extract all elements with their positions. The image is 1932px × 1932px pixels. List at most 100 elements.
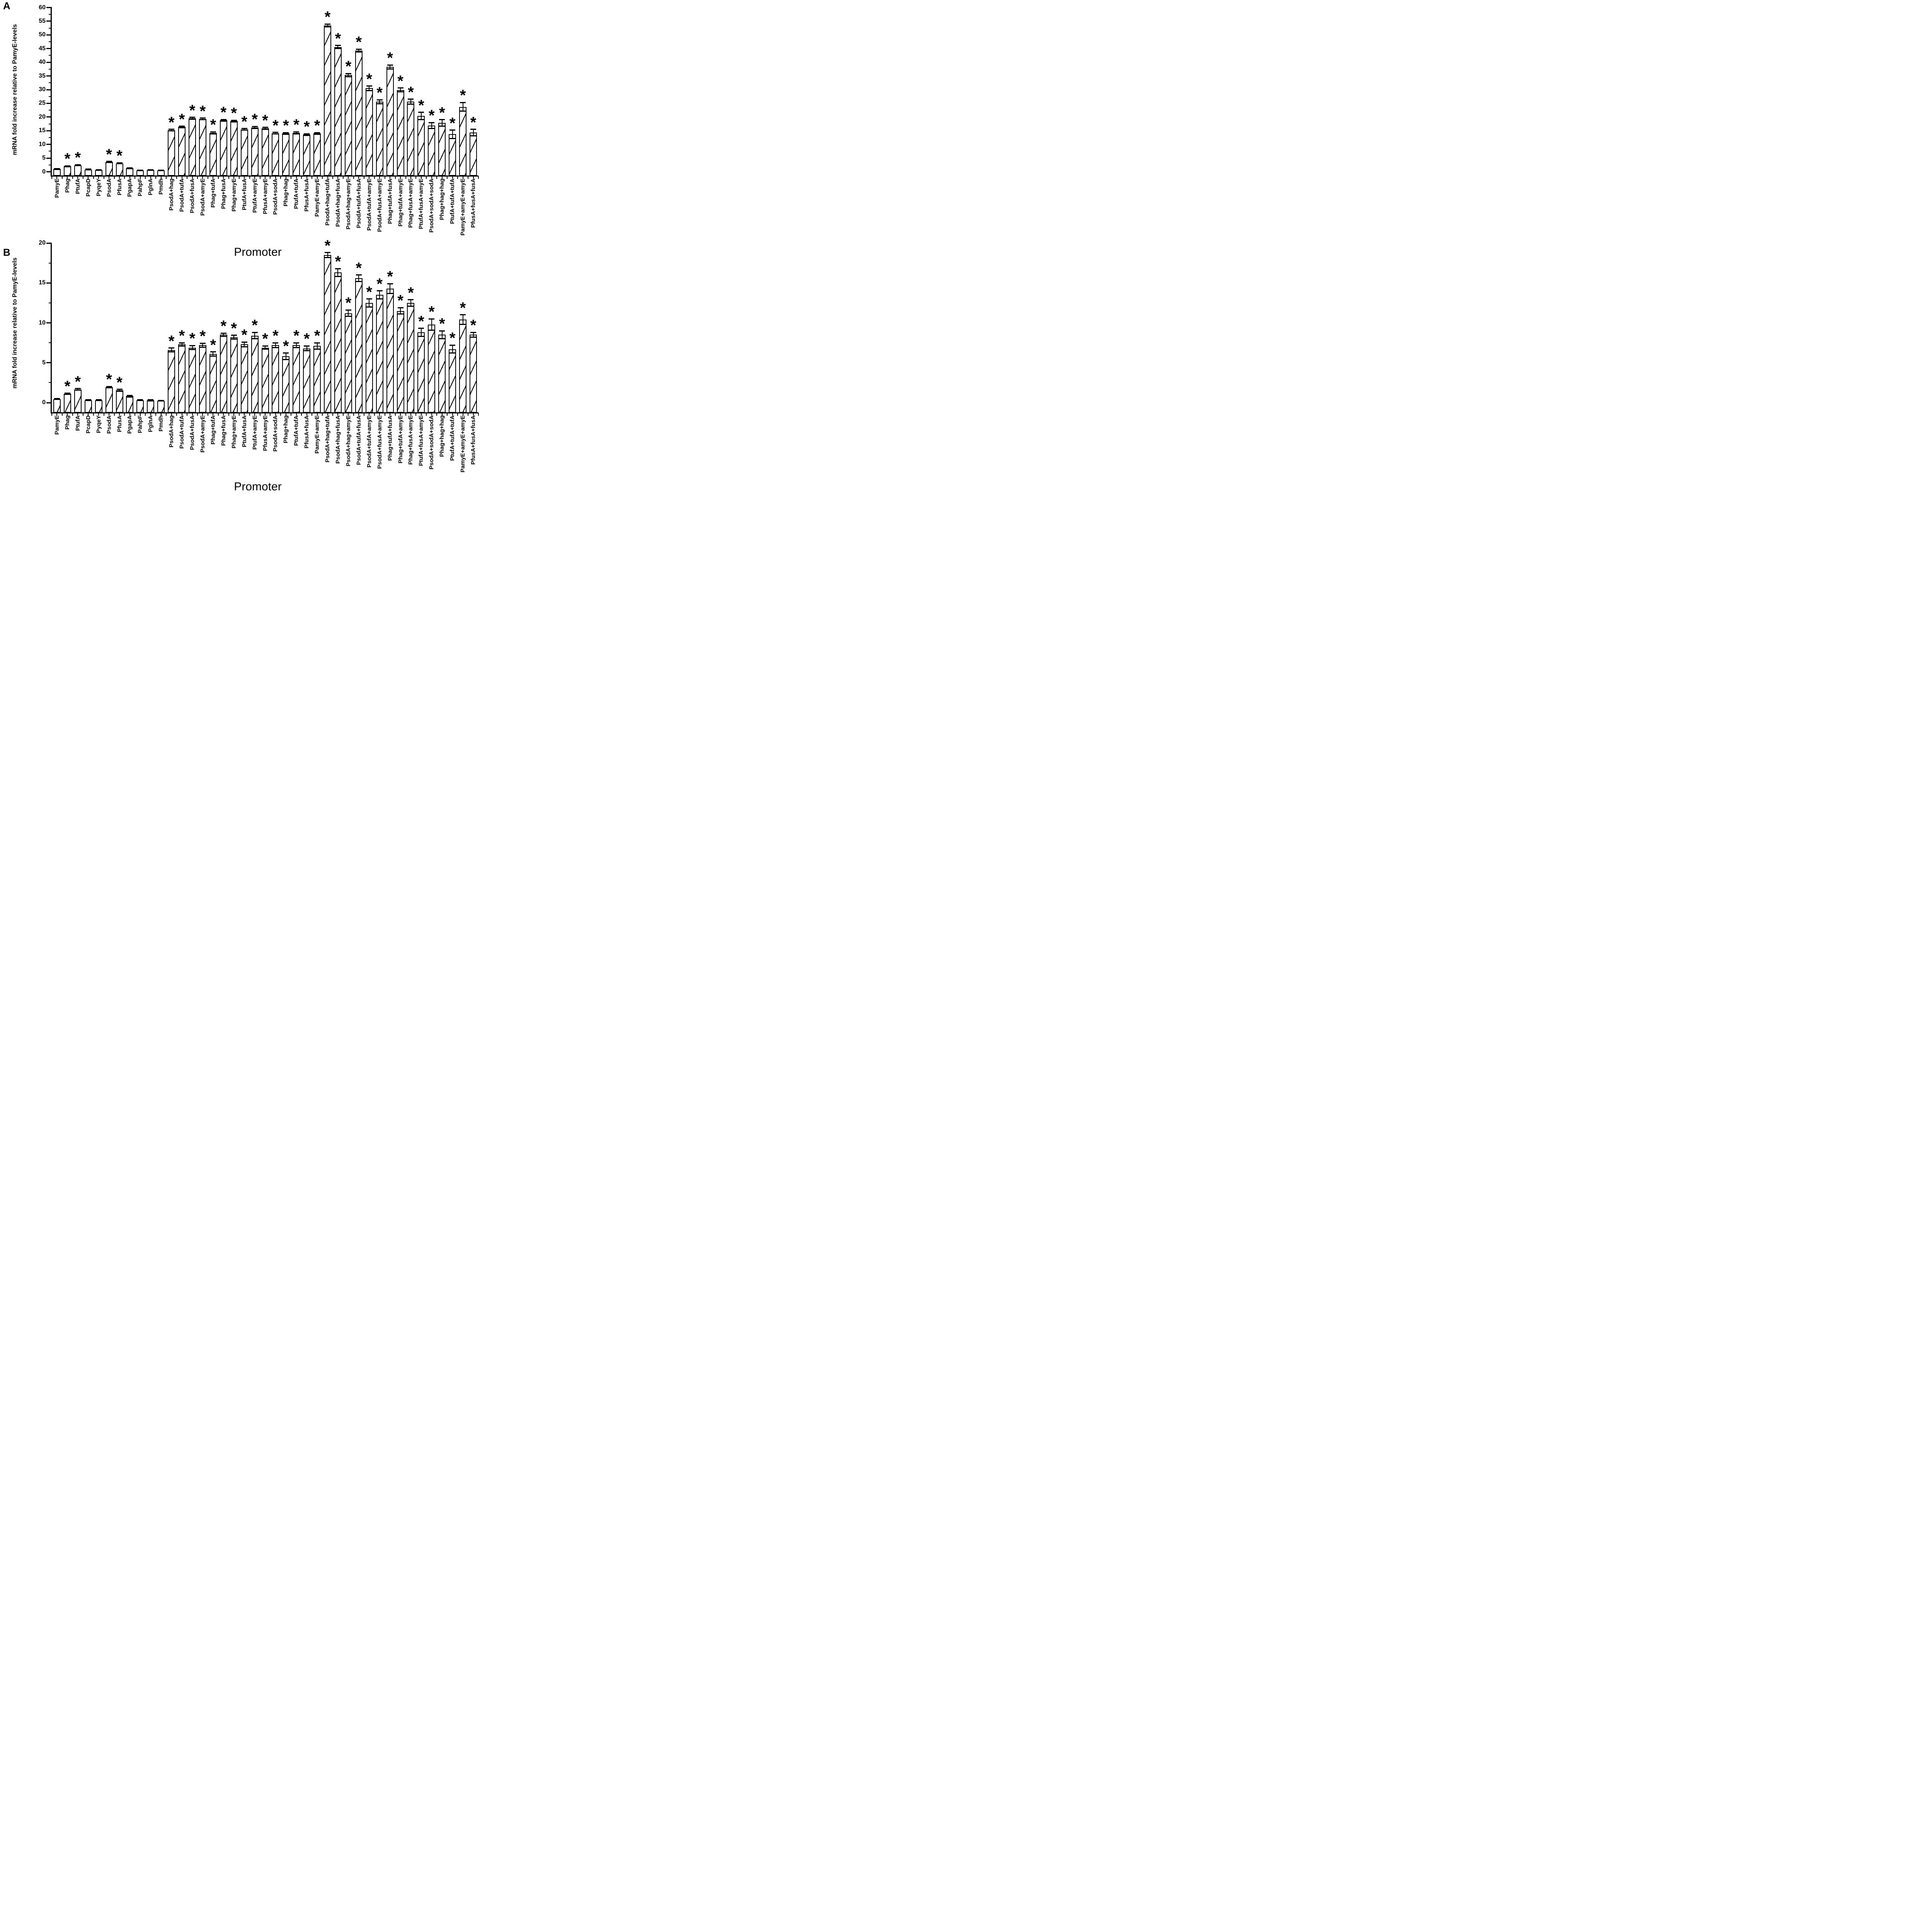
- x-category-label-text: Phag+tufA+fusA: [386, 179, 393, 224]
- error-bar-whisker: [473, 332, 474, 337]
- panel-b-x-axis-title: Promoter: [234, 480, 282, 493]
- significance-asterisk: *: [64, 378, 71, 395]
- x-category-label-text: PsodA+hag+tufA: [324, 179, 331, 226]
- significance-asterisk: *: [397, 72, 403, 90]
- x-category-label-text: PyqeY: [95, 415, 102, 433]
- y-tick-label: 20: [39, 240, 46, 246]
- bar: [344, 313, 352, 413]
- significance-asterisk: *: [116, 147, 123, 165]
- error-bar-cap-bottom: [220, 120, 226, 122]
- error-bar-whisker: [254, 126, 255, 129]
- y-axis-line: [51, 7, 52, 177]
- error-bar-whisker: [410, 99, 411, 104]
- bar: [397, 311, 404, 413]
- significance-asterisk: *: [397, 292, 403, 310]
- bar: [407, 102, 415, 176]
- x-category-label-text: Phag+tufA+amyE: [397, 415, 404, 464]
- error-bar-whisker: [233, 335, 235, 339]
- bar: [449, 349, 456, 413]
- error-bar-cap-top: [231, 335, 237, 336]
- x-axis-tick: [254, 176, 255, 179]
- error-bar-cap-bottom: [470, 135, 477, 137]
- x-axis-tick: [426, 413, 427, 416]
- x-axis-tick: [306, 413, 307, 416]
- significance-asterisk: *: [376, 275, 383, 293]
- x-axis-tick: [93, 413, 94, 416]
- error-bar-whisker: [202, 118, 203, 120]
- x-category-label-text: PtufA+amyE: [251, 415, 258, 450]
- bar: [386, 288, 394, 413]
- significance-asterisk: *: [231, 105, 237, 122]
- x-axis-tick: [254, 413, 255, 416]
- significance-asterisk: *: [75, 149, 81, 167]
- significance-asterisk: *: [439, 104, 445, 121]
- y-tick-label: 0: [42, 168, 46, 175]
- error-bar-whisker: [317, 133, 318, 134]
- error-bar-cap-top: [210, 351, 216, 353]
- error-bar-cap-top: [325, 252, 331, 253]
- x-axis-tick: [166, 176, 167, 179]
- bar: [355, 50, 363, 176]
- x-category-label-text: PsodA+sodA: [272, 179, 279, 215]
- error-bar-cap-bottom: [429, 128, 435, 129]
- error-bar-cap-bottom: [449, 138, 456, 139]
- error-bar-cap-top: [106, 161, 112, 162]
- error-bar-cap-top: [304, 133, 310, 134]
- y-axis-major-tick: [46, 61, 52, 63]
- bar: [189, 118, 196, 176]
- error-bar-cap-bottom: [64, 394, 70, 395]
- significance-asterisk: *: [75, 373, 81, 390]
- x-axis-tick: [124, 413, 125, 416]
- error-bar-cap-top: [252, 332, 258, 333]
- error-bar-whisker: [317, 343, 318, 349]
- error-bar-whisker: [265, 127, 266, 129]
- significance-asterisk: *: [418, 97, 424, 114]
- error-bar-cap-top: [95, 399, 102, 401]
- y-tick-label: 0: [42, 399, 46, 406]
- bar: [417, 116, 425, 176]
- error-bar-cap-bottom: [169, 130, 175, 132]
- panel-a-x-axis-title: Promoter: [234, 246, 282, 259]
- bar: [334, 272, 342, 413]
- bar: [293, 133, 300, 176]
- x-axis-tick: [223, 413, 224, 416]
- y-axis-minor-tick: [49, 262, 52, 264]
- x-axis-tick: [140, 176, 141, 179]
- y-axis-major-tick: [46, 89, 52, 90]
- x-category-label-text: PsodA+fusA: [189, 179, 196, 213]
- bar: [438, 123, 446, 176]
- bar: [178, 344, 186, 413]
- x-category-label-text: PamyE: [53, 415, 60, 435]
- error-bar-cap-bottom: [148, 170, 154, 171]
- x-axis-tick: [400, 176, 401, 179]
- y-axis-major-tick: [46, 116, 52, 118]
- error-bar-cap-bottom: [376, 103, 383, 104]
- x-category-label-text: PfusA+fusA: [303, 415, 310, 449]
- error-bar-cap-bottom: [470, 337, 477, 338]
- x-axis-tick: [119, 176, 120, 179]
- x-axis-tick: [265, 413, 266, 416]
- bar: [261, 347, 269, 413]
- error-bar-cap-top: [75, 164, 81, 165]
- x-axis-tick: [410, 413, 411, 416]
- error-bar-cap-bottom: [325, 257, 331, 258]
- error-bar-cap-top: [199, 342, 206, 344]
- x-category-label-text: Phag+tufA: [209, 179, 216, 208]
- error-bar-cap-bottom: [460, 111, 466, 112]
- x-category-label-text: PtufA+fusA: [241, 415, 248, 447]
- bar: [95, 400, 102, 413]
- significance-asterisk: *: [168, 114, 175, 131]
- error-bar-cap-top: [397, 87, 403, 89]
- error-bar-cap-bottom: [199, 119, 206, 121]
- error-bar-cap-top: [158, 400, 164, 401]
- x-axis-tick: [426, 176, 427, 179]
- error-bar-cap-top: [116, 389, 123, 390]
- x-axis-tick: [441, 176, 443, 179]
- bar: [168, 130, 175, 176]
- error-bar-cap-bottom: [408, 104, 414, 105]
- error-bar-cap-bottom: [387, 68, 393, 70]
- x-axis-tick: [337, 176, 339, 179]
- error-bar-cap-top: [64, 393, 70, 394]
- x-axis-tick: [88, 176, 89, 179]
- bar: [84, 400, 92, 413]
